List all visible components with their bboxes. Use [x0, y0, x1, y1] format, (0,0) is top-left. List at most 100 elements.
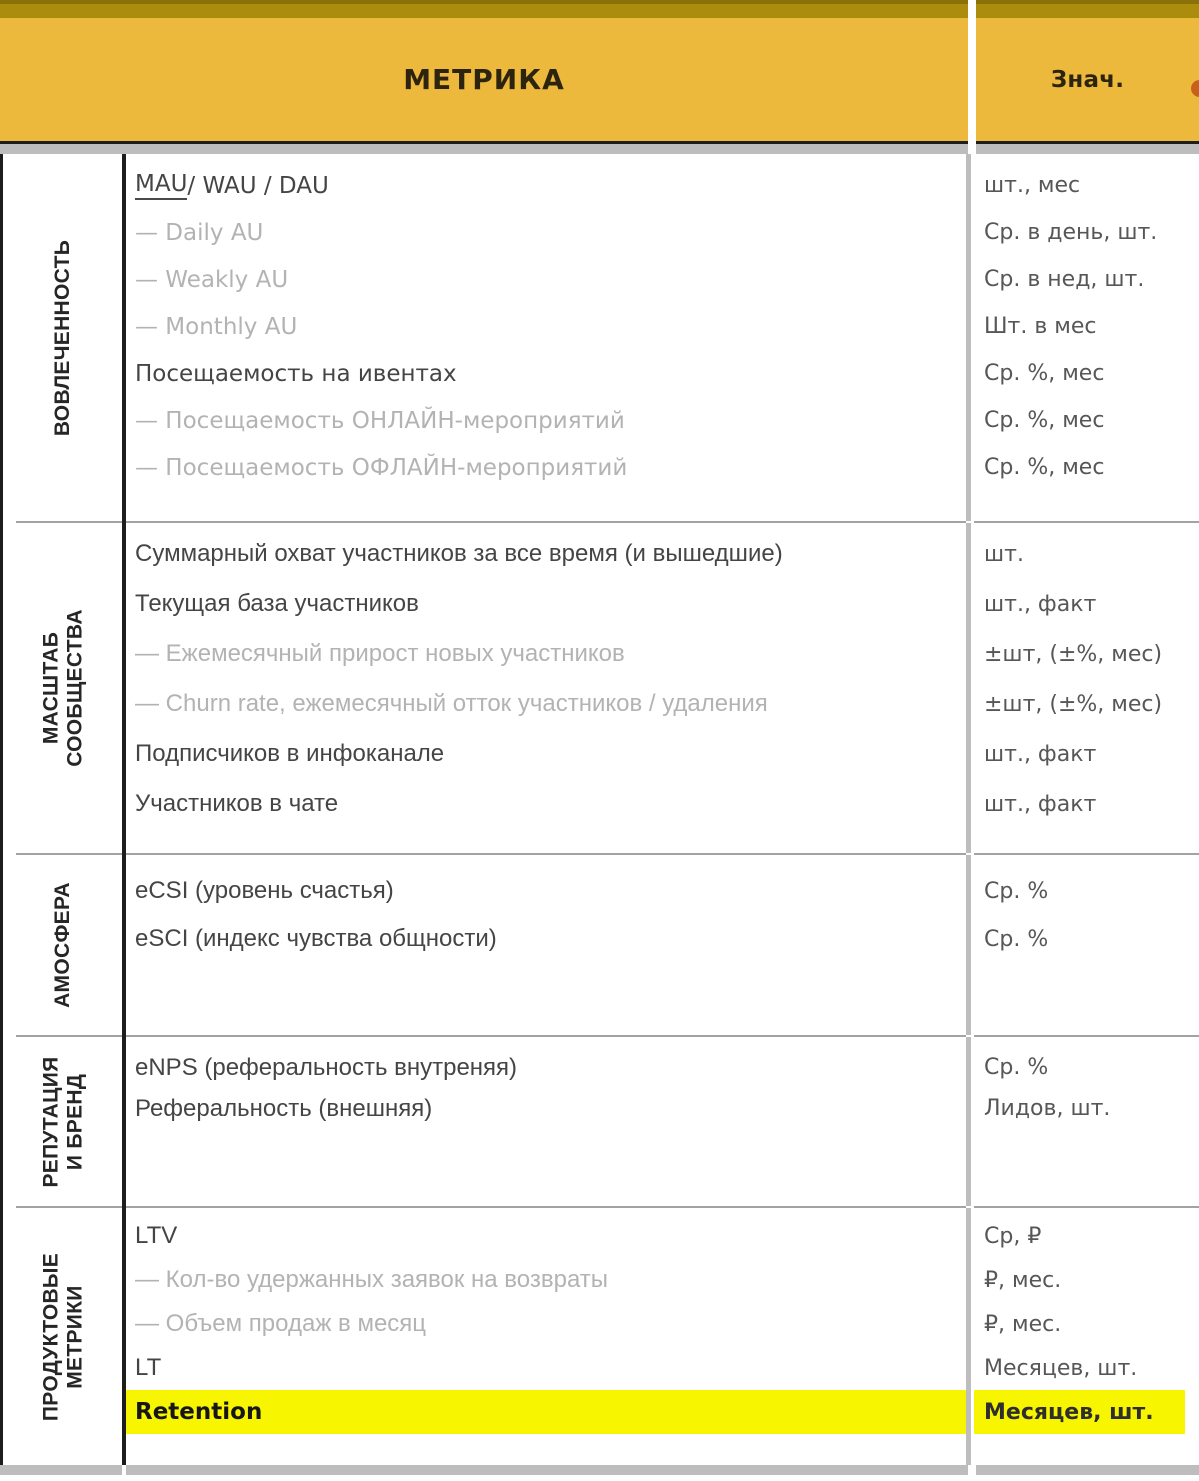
metric-cell[interactable]: Реферальность (внешняя): [135, 1094, 433, 1122]
value-column: Ср, ₽ ₽, мес. ₽, мес. Месяцев, шт. Месяцев, …: [974, 1208, 1199, 1465]
metric-section: РЕПУТАЦИЯ И БРЕНД eNPS (реферальность вну…: [0, 1037, 1199, 1206]
section-divider: [0, 1206, 1199, 1208]
value-cell[interactable]: шт., факт: [984, 741, 1097, 767]
metric-cell[interactable]: — Churn rate, ежемесячный отток участник…: [135, 690, 768, 717]
value-cell[interactable]: шт., факт: [984, 591, 1097, 617]
metric-cell[interactable]: eNPS (реферальность внутреняя): [135, 1053, 518, 1081]
metric-cell[interactable]: Посещаемость на ивентах: [135, 360, 457, 387]
column-gap-line: [966, 154, 974, 521]
header-cell-metric[interactable]: МЕТРИКА: [0, 0, 968, 154]
metric-section: МАСШТАБ СООБЩЕСТВА Суммарный охват участн…: [0, 523, 1199, 853]
metric-cell[interactable]: Суммарный охват участников за все время …: [135, 540, 783, 567]
label-column-divider: [122, 523, 126, 853]
label-column-divider: [122, 1037, 126, 1206]
metric-cell[interactable]: — Посещаемость ОНЛАЙН-мероприятий: [135, 407, 625, 434]
value-cell[interactable]: шт., факт: [984, 791, 1097, 817]
metric-cell[interactable]: — Посещаемость ОФЛАЙН-мероприятий: [135, 454, 628, 481]
section-label-cell[interactable]: АМОСФЕРА: [3, 855, 122, 1035]
metric-cell[interactable]: — Daily AU: [135, 219, 264, 246]
metric-column: eNPS (реферальность внутреняя) Реферально…: [126, 1037, 966, 1206]
value-cell[interactable]: Ср. в нед, шт.: [984, 267, 1145, 292]
metric-cell[interactable]: Подписчиков в инфоканале: [135, 740, 445, 767]
metric-cell[interactable]: Текущая база участников: [135, 590, 419, 617]
value-cell[interactable]: Ср. %, мес: [984, 455, 1105, 480]
metric-cell[interactable]: — Объем продаж в месяц: [135, 1310, 427, 1337]
header-column-gap: [968, 0, 976, 154]
metric-column-title: МЕТРИКА: [403, 63, 565, 96]
table-body: ВОВЛЕЧЕННОСТЬ MAU / WAU / DAU — Daily AU —…: [0, 154, 1199, 1465]
metric-cell[interactable]: eSCI (индекс чувства общности): [135, 925, 497, 952]
value-column: шт., мес Ср. в день, шт. Ср. в нед, шт. Шт.…: [974, 154, 1199, 521]
metric-cell[interactable]: Участников в чате: [135, 790, 339, 817]
value-cell[interactable]: Лидов, шт.: [984, 1096, 1111, 1121]
column-gap-line: [966, 1037, 974, 1206]
value-cell[interactable]: ₽, мес.: [984, 1267, 1062, 1293]
value-cell[interactable]: Ср. в день, шт.: [984, 220, 1158, 245]
metric-cell[interactable]: — Monthly AU: [135, 313, 298, 340]
section-label-cell[interactable]: МАСШТАБ СООБЩЕСТВА: [3, 523, 122, 853]
truncated-next-column-glyph: [1191, 80, 1199, 97]
value-cell[interactable]: Ср. %: [984, 1055, 1049, 1080]
metric-column: eCSI (уровень счастья) eSCI (индекс чувст…: [126, 855, 966, 1035]
metric-column: MAU / WAU / DAU — Daily AU — Weakly AU — Mo…: [126, 154, 966, 521]
table-left-border: [0, 523, 3, 853]
header-gray-band: [976, 144, 1199, 154]
value-cell[interactable]: шт., мес: [984, 173, 1081, 198]
value-cell[interactable]: Ср. %: [984, 878, 1049, 904]
label-column-divider: [122, 855, 126, 1035]
section-label: МАСШТАБ СООБЩЕСТВА: [38, 609, 86, 767]
section-divider: [0, 1035, 1199, 1037]
table-bottom-border: [0, 1465, 1199, 1475]
metric-cell[interactable]: LTV: [135, 1222, 178, 1249]
value-column-title: Знач.: [1050, 66, 1125, 93]
value-cell[interactable]: Шт. в мес: [984, 314, 1097, 339]
section-label: ПРОДУКТОВЫЕ МЕТРИКИ: [38, 1252, 86, 1421]
header-top-band: [0, 0, 968, 18]
section-divider: [0, 521, 1199, 523]
metric-section: АМОСФЕРА eCSI (уровень счастья) eSCI (инд…: [0, 855, 1199, 1035]
value-cell[interactable]: Ср. %, мес: [984, 408, 1105, 433]
metric-cell[interactable]: — Кол-во удержанных заявок на возвраты: [135, 1266, 609, 1293]
value-cell[interactable]: Ср. %, мес: [984, 361, 1105, 386]
table-left-border: [0, 855, 3, 1035]
metric-cell[interactable]: — Ежемесячный прирост новых участников: [135, 640, 625, 667]
label-column-divider: [122, 154, 126, 521]
metric-section: ПРОДУКТОВЫЕ МЕТРИКИ LTV — Кол-во удержанны…: [0, 1208, 1199, 1465]
metric-cell[interactable]: eCSI (уровень счастья): [135, 877, 394, 904]
header-gray-band: [0, 144, 968, 154]
underlined-metric-part: MAU: [135, 171, 188, 200]
value-cell[interactable]: ₽, мес.: [984, 1311, 1062, 1337]
column-gap-line: [966, 523, 974, 853]
section-label: ВОВЛЕЧЕННОСТЬ: [50, 239, 74, 436]
value-column: шт. шт., факт ±шт, (±%, мес) ±шт, (±%, мес)…: [974, 523, 1199, 853]
table-header: МЕТРИКА Знач.: [0, 0, 1199, 154]
metric-cell[interactable]: MAU / WAU / DAU: [135, 171, 329, 200]
section-label: РЕПУТАЦИЯ И БРЕНД: [38, 1055, 86, 1188]
metric-column: LTV — Кол-во удержанных заявок на возврат…: [126, 1208, 966, 1465]
metric-column: Суммарный охват участников за все время …: [126, 523, 966, 853]
header-top-band: [976, 0, 1199, 18]
label-column-divider: [122, 1208, 126, 1465]
value-cell[interactable]: Ср. %: [984, 926, 1049, 952]
metric-cell[interactable]: LT: [135, 1354, 162, 1381]
value-cell[interactable]: ±шт, (±%, мес): [984, 691, 1163, 717]
section-label-cell[interactable]: ВОВЛЕЧЕННОСТЬ: [3, 154, 122, 521]
value-cell[interactable]: шт.: [984, 541, 1024, 567]
metric-cell[interactable]: Retention: [126, 1390, 966, 1434]
section-label: АМОСФЕРА: [50, 882, 74, 1008]
metric-cell[interactable]: — Weakly AU: [135, 266, 289, 293]
value-cell[interactable]: Ср, ₽: [984, 1223, 1042, 1249]
header-cell-value[interactable]: Знач.: [976, 0, 1199, 154]
value-column: Ср. % Ср. %: [974, 855, 1199, 1035]
section-label-cell[interactable]: РЕПУТАЦИЯ И БРЕНД: [3, 1037, 122, 1206]
column-gap-line: [966, 855, 974, 1035]
value-cell[interactable]: ±шт, (±%, мес): [984, 641, 1163, 667]
metric-section: ВОВЛЕЧЕННОСТЬ MAU / WAU / DAU — Daily AU —…: [0, 154, 1199, 521]
section-divider: [0, 853, 1199, 855]
value-cell[interactable]: Месяцев, шт.: [984, 1355, 1138, 1381]
table-left-border: [0, 1037, 3, 1206]
value-cell[interactable]: Месяцев, шт.: [974, 1390, 1199, 1434]
section-label-cell[interactable]: ПРОДУКТОВЫЕ МЕТРИКИ: [3, 1208, 122, 1465]
value-column: Ср. % Лидов, шт.: [974, 1037, 1199, 1206]
